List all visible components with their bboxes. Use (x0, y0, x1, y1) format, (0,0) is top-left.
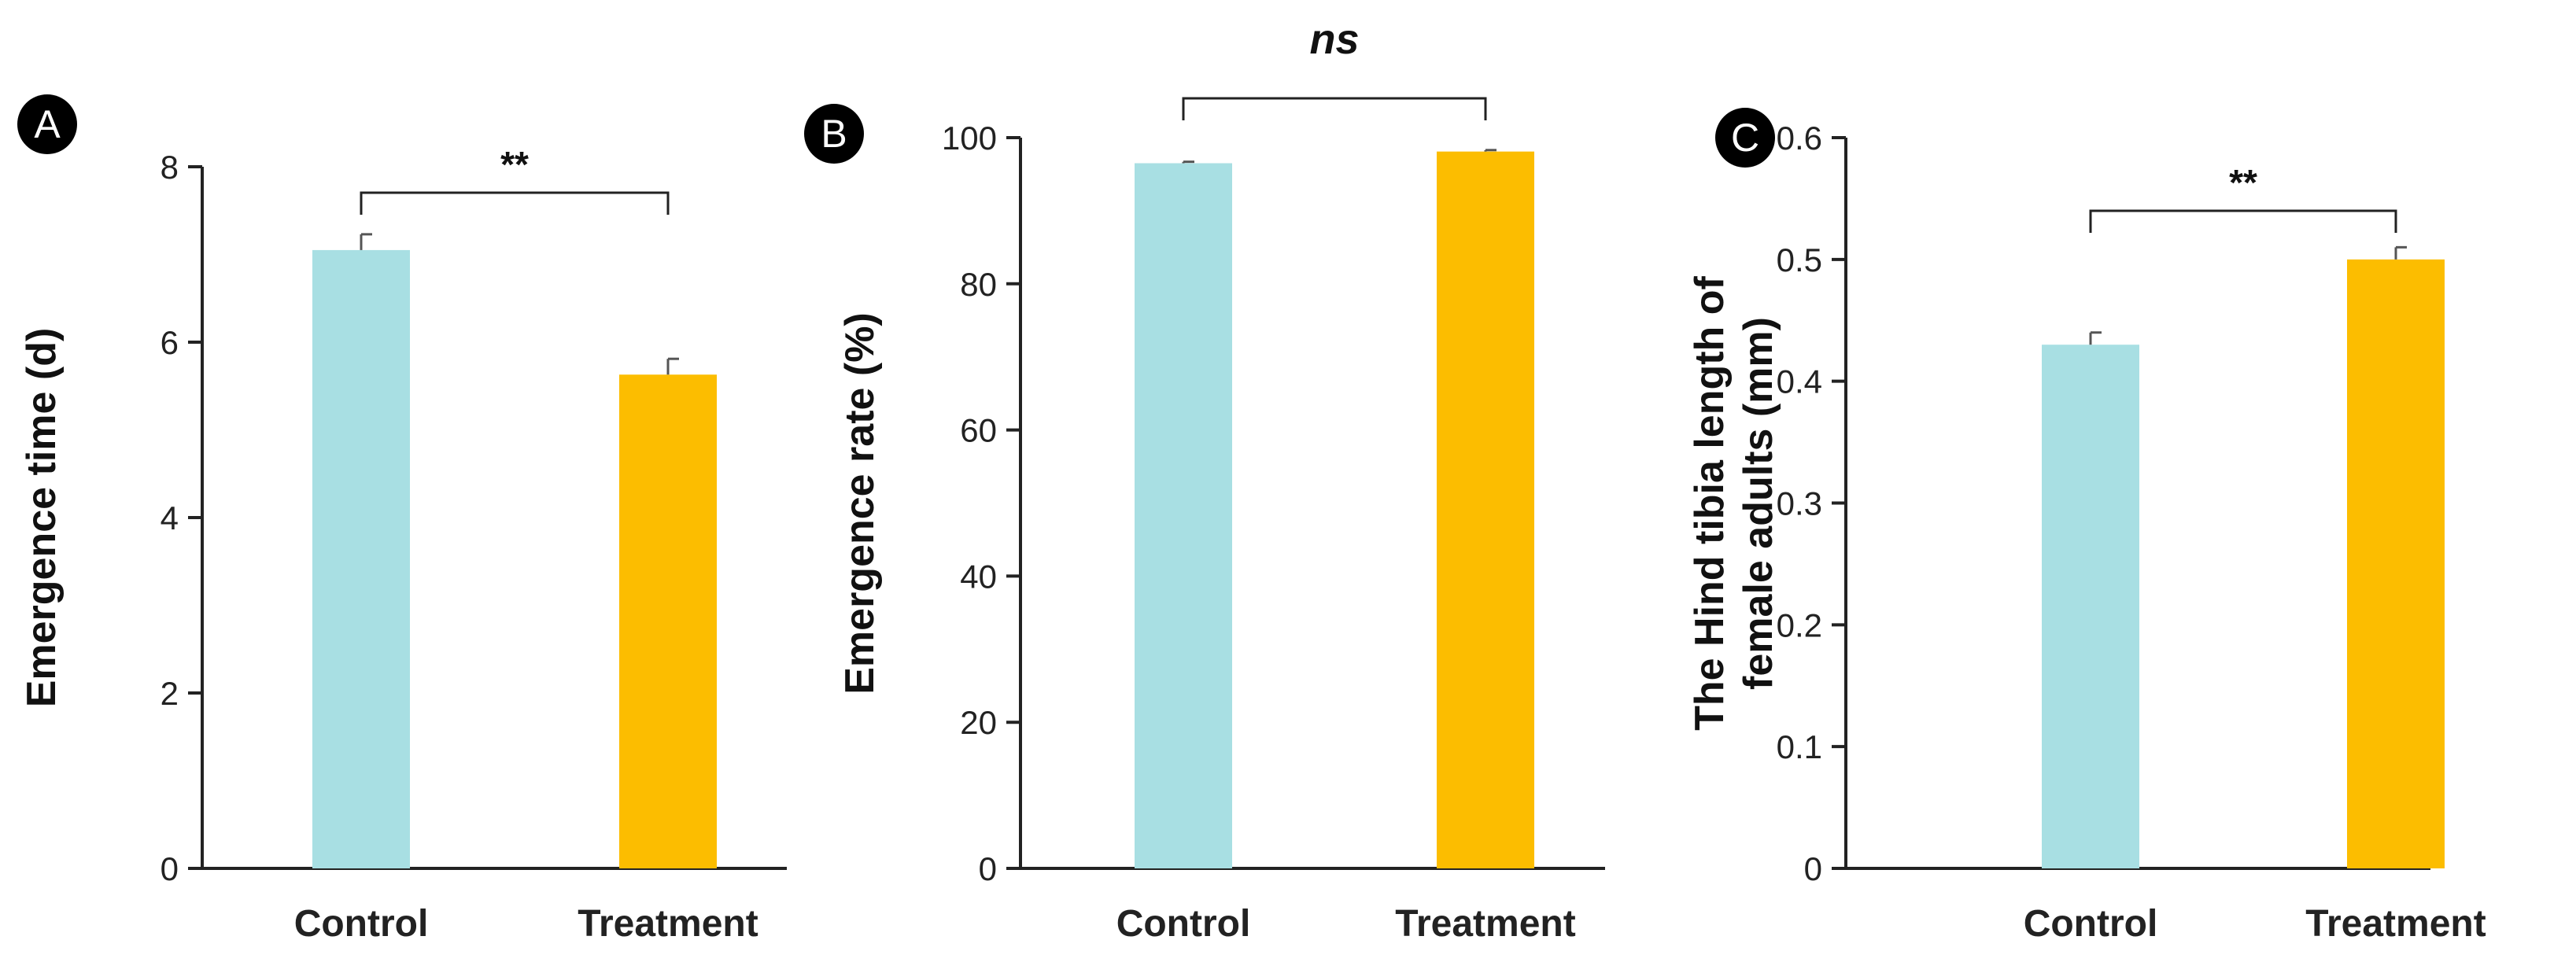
bar-control (1135, 163, 1232, 868)
y-tick-label: 8 (161, 149, 179, 186)
significance-bracket (1182, 97, 1487, 120)
y-axis-title: The Hind tibia length offemale adults (m… (1687, 275, 1781, 730)
y-axis-title: Emergence rate (%) (837, 312, 883, 695)
bar-treatment (619, 374, 717, 868)
bar-treatment (1437, 151, 1534, 868)
y-tick-label: 0 (161, 850, 179, 887)
category-label: Treatment (1395, 903, 1575, 945)
significance-label: ** (500, 144, 529, 185)
category-label: Control (2024, 903, 2158, 945)
chart-panel-a: A 0 2 4 6 8 Control Treatment ** Emergence time (… (17, 94, 787, 945)
y-tick-label: 40 (960, 558, 997, 595)
y-tick-label: 0.3 (1777, 485, 1822, 522)
y-tick-label: 0.5 (1777, 241, 1822, 278)
category-label: Treatment (2305, 903, 2486, 945)
significance-bracket (360, 191, 670, 215)
y-tick-label: 20 (960, 704, 997, 741)
panel-letter: B (821, 112, 847, 156)
category-label: Control (1116, 903, 1251, 945)
panel-badge (804, 104, 864, 164)
y-tick-label: 2 (161, 675, 179, 712)
panel-badge (17, 94, 77, 154)
category-label: Treatment (578, 903, 758, 945)
y-tick-label: 0 (1804, 850, 1822, 887)
y-tick-label: 100 (942, 120, 997, 157)
y-tick-label: 80 (960, 266, 997, 303)
y-tick-label: 0.2 (1777, 606, 1822, 643)
panel-badge (1715, 108, 1775, 168)
y-tick-label: 60 (960, 412, 997, 449)
chart-panel-b: B 0 20 40 60 80 100 Control Treatment ns Emergence… (804, 16, 1605, 945)
bar-treatment (2347, 259, 2445, 868)
panel-letter: C (1731, 116, 1759, 160)
significance-label: ** (2229, 162, 2257, 203)
significance-label: ns (1309, 16, 1359, 63)
y-tick-label: 6 (161, 324, 179, 361)
y-tick-label: 0.6 (1777, 120, 1822, 157)
y-tick-label: 0.4 (1777, 363, 1822, 400)
y-tick-label: 0 (979, 850, 997, 887)
category-label: Control (294, 903, 429, 945)
y-tick-label: 4 (161, 499, 179, 536)
y-tick-label: 0.1 (1777, 728, 1822, 765)
y-axis-title-line: female adults (mm) (1736, 317, 1781, 690)
chart-panel-c: C 0 0.1 0.2 0.3 0.4 0.5 0.6 Control Treatment ** Th… (1687, 108, 2486, 945)
bar-control (312, 249, 410, 868)
y-axis-title-line: The Hind tibia length of (1687, 275, 1733, 730)
panel-letter: A (34, 102, 61, 146)
significance-bracket (2089, 209, 2397, 233)
y-axis-title: Emergence time (d) (19, 328, 65, 708)
bar-control (2042, 345, 2139, 868)
